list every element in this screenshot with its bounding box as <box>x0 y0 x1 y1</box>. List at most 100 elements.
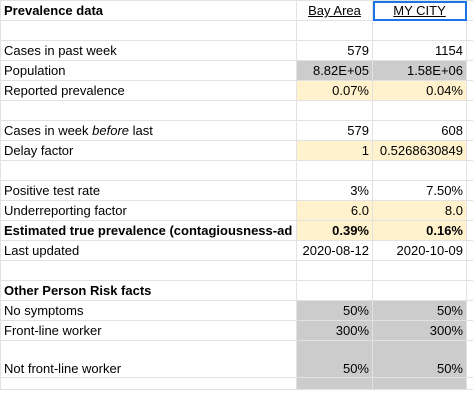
row <box>0 260 473 281</box>
row <box>0 377 473 390</box>
cell[interactable] <box>466 20 473 41</box>
cell[interactable] <box>372 280 467 301</box>
cell[interactable]: No symptoms <box>0 300 297 321</box>
text: Cases in week <box>4 123 93 138</box>
row: Front-line worker 300% 300% <box>0 320 473 341</box>
row: No symptoms 50% 50% <box>0 300 473 321</box>
cell[interactable] <box>0 377 297 390</box>
cell[interactable] <box>466 300 473 321</box>
cell[interactable] <box>466 60 473 81</box>
cell[interactable]: Cases in week before last <box>0 120 297 141</box>
cell[interactable] <box>466 40 473 61</box>
cell[interactable] <box>466 140 473 161</box>
cell[interactable] <box>466 100 473 121</box>
cell[interactable] <box>296 20 373 41</box>
cell[interactable]: 2020-10-09 <box>372 240 467 261</box>
cell[interactable] <box>466 160 473 181</box>
cell[interactable] <box>466 200 473 221</box>
row: Cases in past week 579 1154 <box>0 40 473 61</box>
cell[interactable] <box>466 377 473 390</box>
cell[interactable]: Estimated true prevalence (contagiousnes… <box>0 220 297 241</box>
cell[interactable]: 7.50% <box>372 180 467 201</box>
cell[interactable] <box>296 280 373 301</box>
row: Population 8.82E+05 1.58E+06 <box>0 60 473 81</box>
cell[interactable] <box>466 260 473 281</box>
row <box>0 20 473 41</box>
sheet-grid: Prevalence data Bay Area MY CITY Cases in … <box>0 0 473 390</box>
row <box>0 100 473 121</box>
cell[interactable] <box>466 340 473 378</box>
row: Estimated true prevalence (contagiousnes… <box>0 220 473 241</box>
cell[interactable] <box>466 280 473 301</box>
cell[interactable]: 1154 <box>372 40 467 61</box>
row: Positive test rate 3% 7.50% <box>0 180 473 201</box>
cell[interactable] <box>466 220 473 241</box>
cell[interactable] <box>296 260 373 281</box>
cell[interactable]: Reported prevalence <box>0 80 297 101</box>
cell[interactable] <box>296 377 373 390</box>
cell[interactable] <box>466 240 473 261</box>
cell[interactable] <box>466 80 473 101</box>
row: Reported prevalence 0.07% 0.04% <box>0 80 473 101</box>
cell[interactable] <box>372 260 467 281</box>
cell[interactable]: Population <box>0 60 297 81</box>
cell[interactable] <box>296 160 373 181</box>
cell[interactable]: Cases in past week <box>0 40 297 61</box>
cell[interactable]: 300% <box>372 320 467 341</box>
cell[interactable] <box>372 100 467 121</box>
cell[interactable]: 300% <box>296 320 373 341</box>
row: Delay factor 1 0.5268630849 <box>0 140 473 161</box>
cell[interactable] <box>0 160 297 181</box>
cell[interactable]: 579 <box>296 120 373 141</box>
cell[interactable]: 1.58E+06 <box>372 60 467 81</box>
cell[interactable]: 8.0 <box>372 200 467 221</box>
cell[interactable]: 0.07% <box>296 80 373 101</box>
cell[interactable]: 8.82E+05 <box>296 60 373 81</box>
cell[interactable]: Not front-line worker <box>0 340 297 378</box>
italic-text: before <box>92 123 130 138</box>
row: Other Person Risk facts <box>0 280 473 301</box>
cell[interactable] <box>372 377 467 390</box>
cell[interactable]: Other Person Risk facts <box>0 280 297 301</box>
cell[interactable] <box>466 320 473 341</box>
cell[interactable]: 3% <box>296 180 373 201</box>
cell[interactable]: 0.39% <box>296 220 373 241</box>
cell[interactable]: 2020-08-12 <box>296 240 373 261</box>
cell[interactable]: Delay factor <box>0 140 297 161</box>
cell[interactable] <box>0 100 297 121</box>
cell[interactable]: Positive test rate <box>0 180 297 201</box>
row: Underreporting factor 6.0 8.0 <box>0 200 473 221</box>
row: Prevalence data Bay Area MY CITY <box>0 0 473 21</box>
cell[interactable] <box>466 0 473 21</box>
text: last <box>129 123 153 138</box>
cell[interactable]: 50% <box>372 300 467 321</box>
cell[interactable]: 0.04% <box>372 80 467 101</box>
cell[interactable]: Front-line worker <box>0 320 297 341</box>
cell[interactable]: 0.5268630849 <box>372 140 467 161</box>
column-header[interactable]: MY CITY <box>372 0 467 21</box>
spreadsheet: Prevalence data Bay Area MY CITY Cases in … <box>0 0 473 390</box>
cell[interactable] <box>296 100 373 121</box>
row: Cases in week before last 579 608 <box>0 120 473 141</box>
cell[interactable]: 50% <box>296 340 373 378</box>
cell[interactable]: 608 <box>372 120 467 141</box>
row: Not front-line worker 50% 50% <box>0 340 473 378</box>
cell[interactable] <box>466 120 473 141</box>
cell[interactable]: 50% <box>372 340 467 378</box>
cell[interactable] <box>466 180 473 201</box>
cell[interactable]: 0.16% <box>372 220 467 241</box>
cell[interactable]: Last updated <box>0 240 297 261</box>
cell[interactable]: 50% <box>296 300 373 321</box>
cell[interactable] <box>0 260 297 281</box>
cell[interactable]: Underreporting factor <box>0 200 297 221</box>
row: Last updated 2020-08-12 2020-10-09 <box>0 240 473 261</box>
cell[interactable] <box>0 20 297 41</box>
row <box>0 160 473 181</box>
cell[interactable]: 6.0 <box>296 200 373 221</box>
cell[interactable]: 1 <box>296 140 373 161</box>
column-header[interactable]: Bay Area <box>296 0 373 21</box>
cell[interactable] <box>372 160 467 181</box>
cell[interactable]: Prevalence data <box>0 0 297 21</box>
cell[interactable] <box>372 20 467 41</box>
cell[interactable]: 579 <box>296 40 373 61</box>
